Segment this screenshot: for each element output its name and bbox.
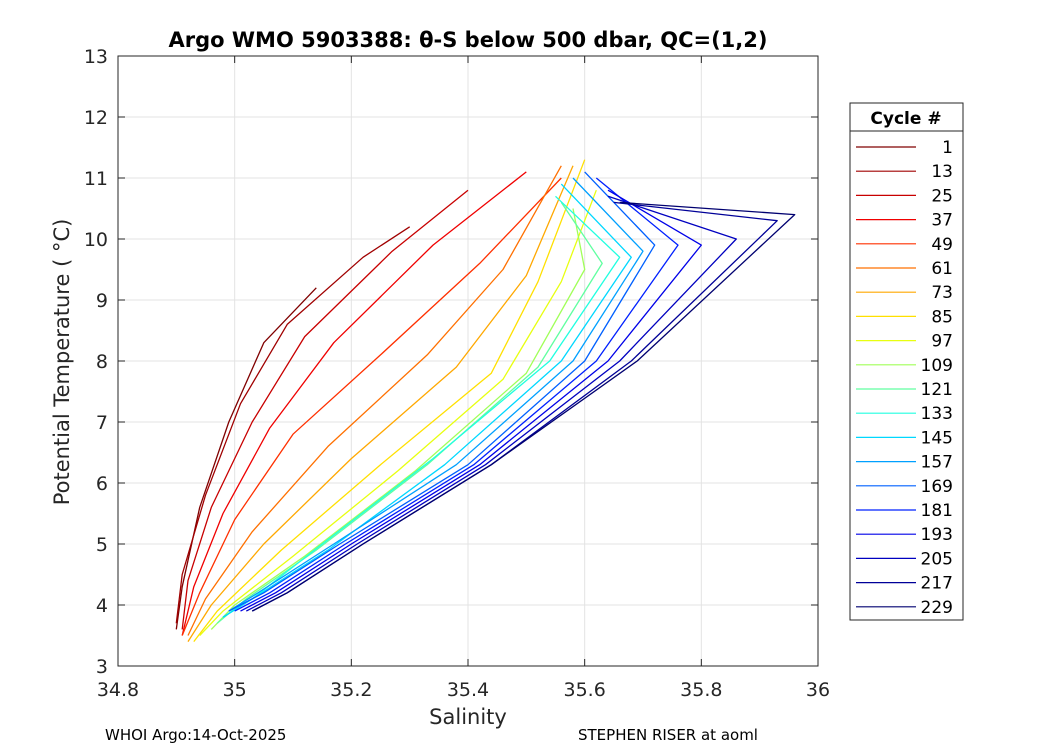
x-tick-label: 35.2 bbox=[330, 679, 372, 701]
x-tick-label: 34.8 bbox=[97, 679, 139, 701]
series-line-cycle-37 bbox=[181, 171, 527, 636]
series-line-cycle-25 bbox=[181, 189, 469, 630]
y-tick-label: 9 bbox=[96, 290, 108, 312]
series-line-cycle-229 bbox=[251, 201, 796, 612]
legend: Cycle # 1 13 25 37 49 61 73 85 97 109 121 133 145 157… bbox=[849, 102, 964, 621]
series-line-cycle-205 bbox=[245, 195, 737, 612]
y-tick-label: 11 bbox=[84, 168, 108, 190]
ticks: 34.8 35 35.2 35.4 35.6 35.8 36 3 4 5 6 7 8 9 10 11 12 13 bbox=[84, 46, 830, 701]
legend-label-cycle-193: 193 bbox=[921, 525, 953, 545]
y-tick-label: 5 bbox=[96, 534, 108, 556]
legend-label-cycle-181: 181 bbox=[921, 501, 953, 521]
legend-label-cycle-49: 49 bbox=[931, 235, 953, 255]
y-tick-label: 4 bbox=[96, 595, 108, 617]
x-tick-label: 36 bbox=[806, 679, 830, 701]
legend-entries: 1 13 25 37 49 61 73 85 97 109 121 133 145 157 169 181 19… bbox=[856, 138, 953, 618]
legend-label-cycle-121: 121 bbox=[921, 380, 953, 400]
chart-title: Argo WMO 5903388: θ-S below 500 dbar, QC… bbox=[169, 28, 768, 52]
legend-label-cycle-133: 133 bbox=[921, 404, 953, 424]
y-tick-label: 12 bbox=[84, 107, 108, 129]
series-line-cycle-181 bbox=[234, 177, 679, 612]
y-tick-label: 8 bbox=[96, 351, 108, 373]
legend-label-cycle-1: 1 bbox=[942, 138, 953, 158]
series-line-cycle-97 bbox=[199, 189, 597, 636]
series-line-cycle-193 bbox=[240, 189, 702, 612]
footer-date: WHOI Argo:14-Oct-2025 bbox=[105, 726, 287, 744]
series-line-cycle-61 bbox=[187, 165, 562, 636]
x-tick-label: 35 bbox=[223, 679, 247, 701]
x-tick-label: 35.6 bbox=[564, 679, 606, 701]
series-line-cycle-13 bbox=[175, 226, 411, 624]
legend-label-cycle-217: 217 bbox=[921, 574, 953, 594]
y-tick-label: 6 bbox=[96, 473, 108, 495]
y-tick-label: 13 bbox=[84, 46, 108, 68]
y-tick-label: 10 bbox=[84, 229, 108, 251]
series-line-cycle-85 bbox=[193, 159, 586, 642]
series-line-cycle-157 bbox=[228, 177, 644, 612]
legend-label-cycle-73: 73 bbox=[931, 283, 953, 303]
series-line-cycle-121 bbox=[216, 202, 603, 624]
legend-label-cycle-97: 97 bbox=[931, 332, 953, 352]
y-tick-label: 3 bbox=[96, 656, 108, 678]
footer-operator: STEPHEN RISER at aoml bbox=[578, 726, 758, 744]
legend-label-cycle-229: 229 bbox=[921, 598, 953, 618]
series-line-cycle-169 bbox=[228, 171, 656, 612]
legend-label-cycle-37: 37 bbox=[931, 211, 953, 231]
x-axis-label: Salinity bbox=[429, 705, 507, 729]
y-tick-label: 7 bbox=[96, 412, 108, 434]
series-line-cycle-73 bbox=[187, 165, 574, 642]
legend-label-cycle-205: 205 bbox=[921, 549, 953, 569]
series-line-cycle-49 bbox=[181, 177, 562, 636]
legend-label-cycle-169: 169 bbox=[921, 477, 953, 497]
series-group bbox=[175, 159, 796, 642]
legend-label-cycle-61: 61 bbox=[931, 259, 953, 279]
legend-label-cycle-157: 157 bbox=[921, 453, 953, 473]
legend-title: Cycle # bbox=[870, 109, 941, 129]
legend-label-cycle-25: 25 bbox=[931, 186, 953, 206]
x-tick-label: 35.8 bbox=[680, 679, 722, 701]
series-line-cycle-1 bbox=[175, 287, 317, 630]
legend-label-cycle-145: 145 bbox=[921, 428, 953, 448]
series-line-cycle-109 bbox=[210, 208, 586, 630]
legend-label-cycle-13: 13 bbox=[931, 162, 953, 182]
x-tick-label: 35.4 bbox=[447, 679, 489, 701]
legend-label-cycle-109: 109 bbox=[921, 356, 953, 376]
y-axis-label: Potential Temperature ( °C) bbox=[50, 219, 74, 506]
legend-label-cycle-85: 85 bbox=[931, 307, 953, 327]
